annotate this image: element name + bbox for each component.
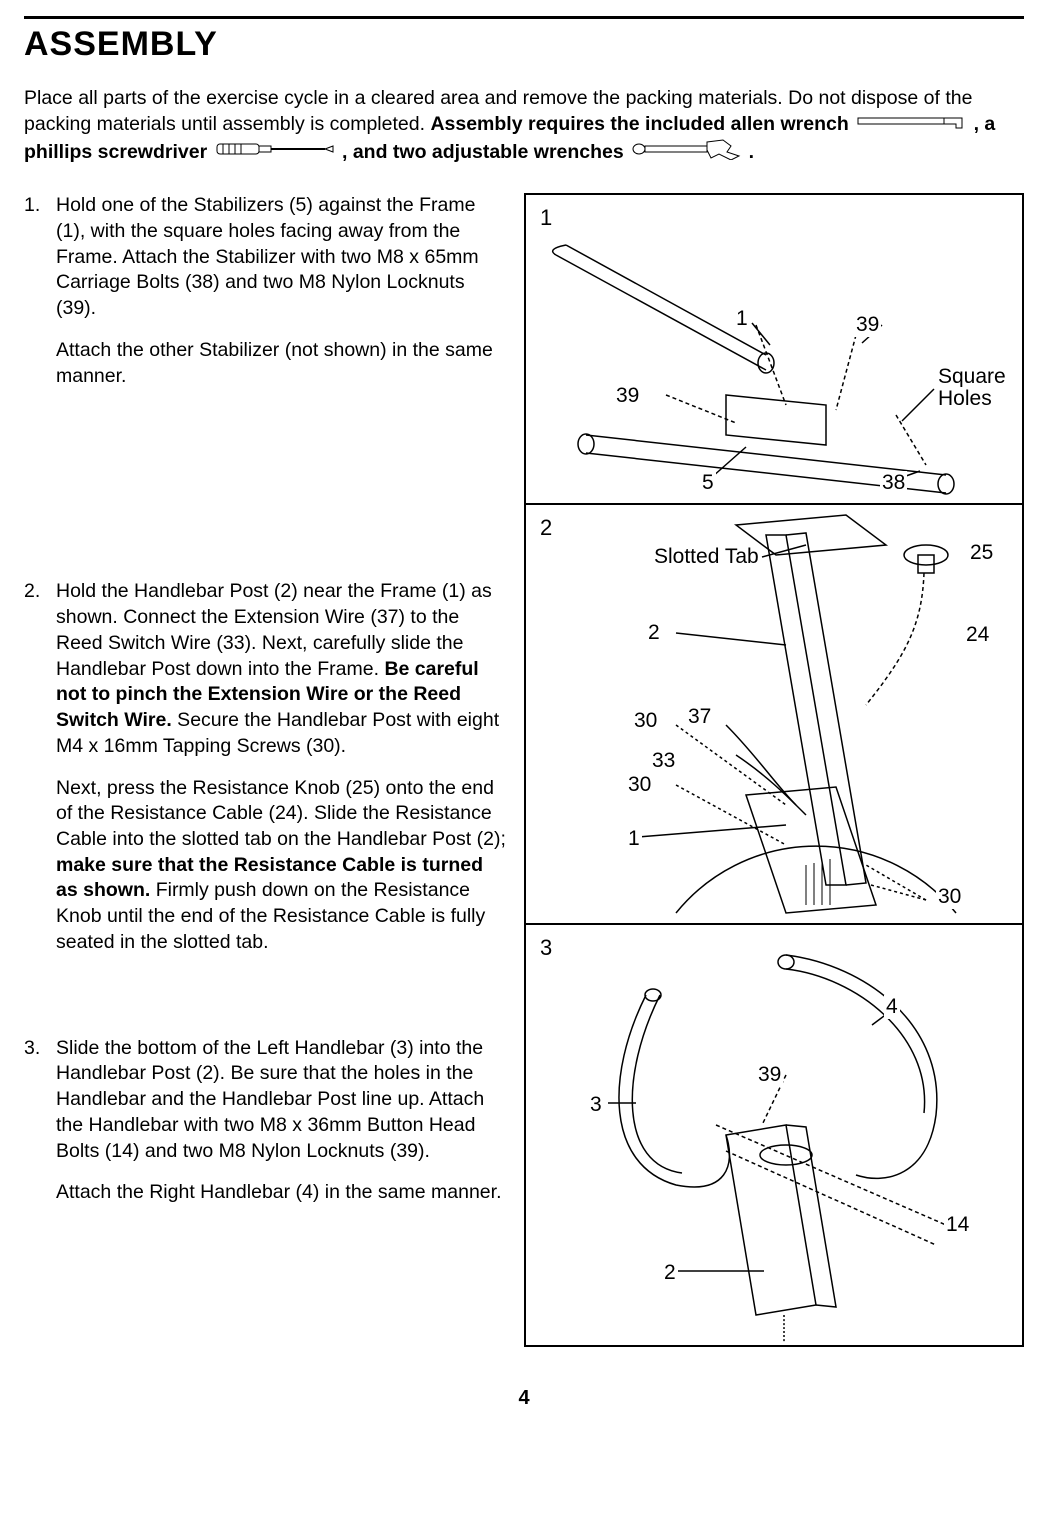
figure-number: 2 [540,515,552,541]
figure-callout: 39 [614,384,641,408]
step-paragraph: Attach the other Stabilizer (not shown) … [56,338,508,389]
assembly-figure: 2Slotted Tab2522430373330130 [526,505,1022,925]
step-paragraph: Hold one of the Stabilizers (5) against … [56,193,508,322]
figure-callout: 30 [626,773,653,797]
figure-callout: Holes [936,387,994,411]
assembly-step: 1.Hold one of the Stabilizers (5) agains… [24,193,508,389]
step-number: 2. [24,579,56,955]
figure-callout: Slotted Tab [652,545,761,569]
figures-column: 1 1 39 39 SquareHoles 5 38 [524,193,1024,1347]
intro-comma: , [974,113,985,135]
intro-period: . [749,141,754,163]
step-paragraph: Hold the Handlebar Post (2) near the Fra… [56,579,508,759]
figure-callout: Square [936,365,1008,389]
intro-bold-1: Assembly requires the included allen wre… [430,113,854,135]
page-title: ASSEMBLY [24,25,1024,64]
phillips-screwdriver-icon [215,140,335,166]
figure-number: 3 [540,935,552,961]
figure-callout: 37 [686,705,713,729]
step-paragraph: Next, press the Resistance Knob (25) ont… [56,776,508,956]
figure-callout: 38 [880,471,907,495]
figure-callout: 30 [936,885,963,909]
figure-callout: 5 [700,471,716,495]
figure-callout: 30 [632,709,659,733]
figure-callout: 25 [968,541,995,565]
allen-wrench-icon [856,112,966,138]
intro-paragraph: Place all parts of the exercise cycle in… [24,86,1024,167]
text-run: Slide the bottom of the Left Handlebar (… [56,1037,484,1162]
step-paragraph: Attach the Right Handlebar (4) in the sa… [56,1180,508,1206]
assembly-step: 3.Slide the bottom of the Left Handlebar… [24,1036,508,1206]
content-row: 1.Hold one of the Stabilizers (5) agains… [24,193,1024,1347]
assembly-figure: 1 1 39 39 SquareHoles 5 38 [526,195,1022,505]
step-body: Hold the Handlebar Post (2) near the Fra… [56,579,508,955]
figure-callout: 33 [650,749,677,773]
text-run: Next, press the Resistance Knob (25) ont… [56,777,506,850]
figure-callout: 24 [964,623,991,647]
figure-callout: 39 [756,1063,783,1087]
top-rule [24,16,1024,19]
figure-number: 1 [540,205,552,231]
figure-callout: 2 [646,621,662,645]
text-run: Attach the Right Handlebar (4) in the sa… [56,1181,502,1203]
intro-bold-3: , and two adjustable wrenches [342,141,629,163]
adjustable-wrench-icon [631,138,741,168]
figure-callout: 14 [944,1213,971,1237]
assembly-figure: 3 4 39 3 14 2 [526,925,1022,1345]
figure-callout: 2 [662,1261,678,1285]
step-number: 1. [24,193,56,389]
figure-callout: 3 [588,1093,604,1117]
step-body: Slide the bottom of the Left Handlebar (… [56,1036,508,1206]
step-body: Hold one of the Stabilizers (5) against … [56,193,508,389]
figure-callout: 1 [734,307,750,331]
page-number: 4 [24,1387,1024,1410]
figure-callout: 1 [626,827,642,851]
figure-callout: 4 [884,995,900,1019]
steps-column: 1.Hold one of the Stabilizers (5) agains… [24,193,508,1347]
step-paragraph: Slide the bottom of the Left Handlebar (… [56,1036,508,1165]
assembly-step: 2.Hold the Handlebar Post (2) near the F… [24,579,508,955]
text-run: Hold one of the Stabilizers (5) against … [56,194,479,319]
step-number: 3. [24,1036,56,1206]
text-run: Attach the other Stabilizer (not shown) … [56,339,493,387]
figure-callout: 39 [854,313,881,337]
